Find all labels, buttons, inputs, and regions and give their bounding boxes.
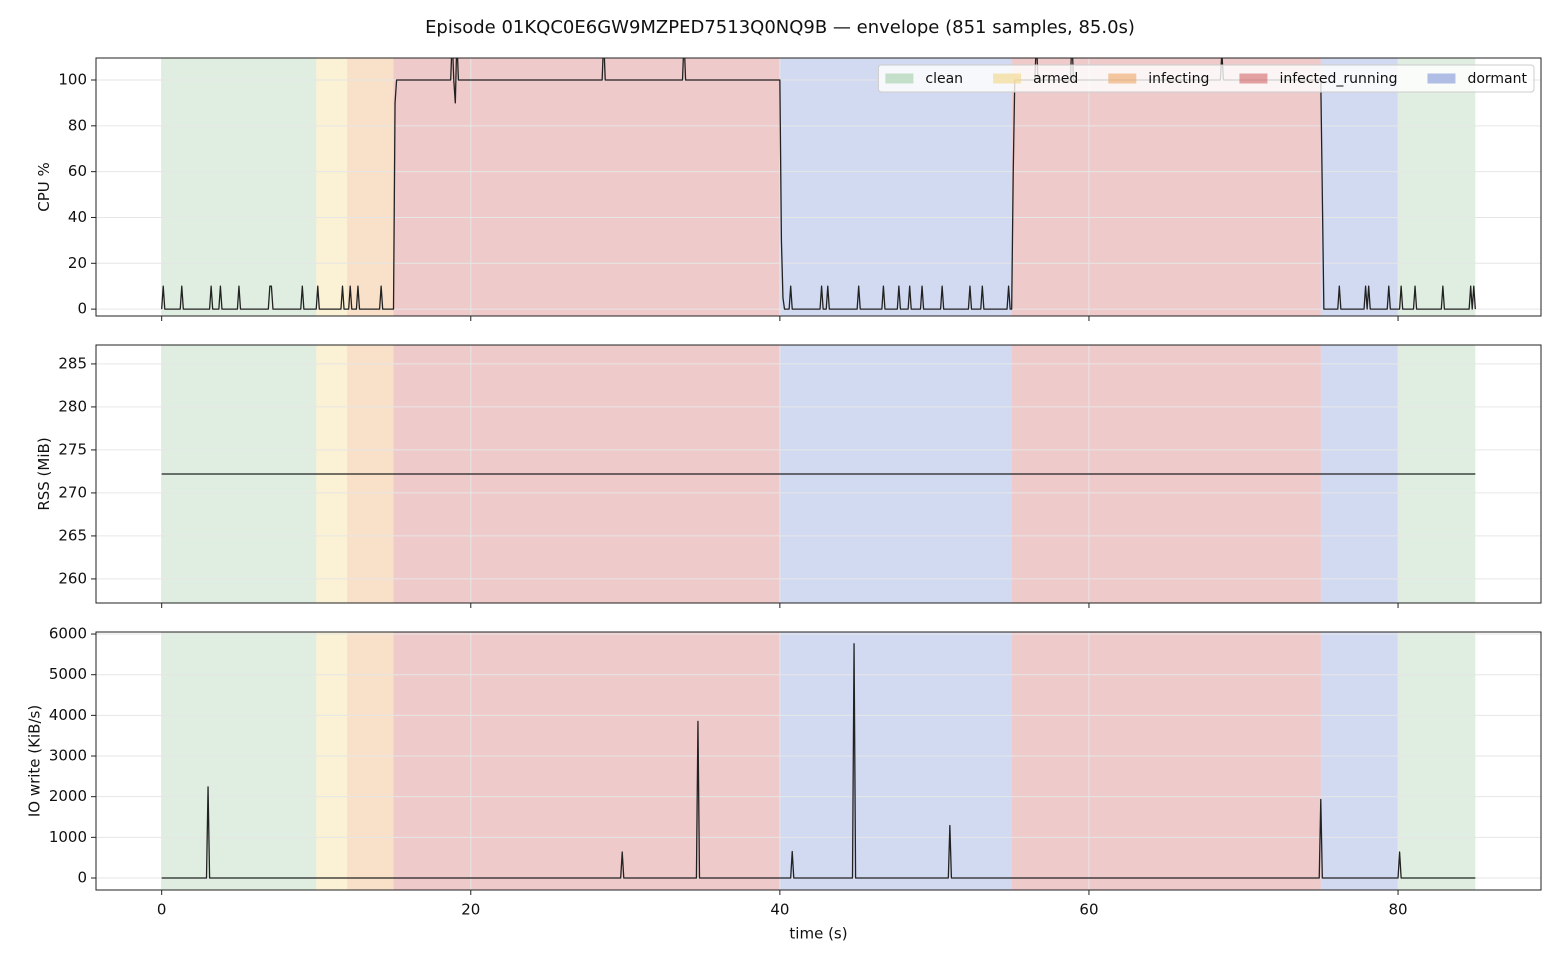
chart-title: Episode 01KQC0E6GW9MZPED7513Q0NQ9B — env…: [425, 17, 1135, 38]
phase-band: [1320, 632, 1399, 890]
phase-band: [779, 632, 1012, 890]
legend-label: infected_running: [1279, 71, 1397, 87]
x-tick-label: 60: [1079, 901, 1098, 919]
y-tick-label: 285: [58, 354, 87, 372]
legend-swatch: [1427, 73, 1456, 84]
y-tick-label: 20: [68, 254, 87, 272]
y-tick-label: 40: [68, 208, 87, 226]
phase-band: [1011, 632, 1321, 890]
data-line: [161, 58, 1476, 310]
x-tick-label: 20: [461, 901, 480, 919]
legend: clean armed infecting infected_running dorma…: [877, 64, 1535, 93]
y-tick-label: 1000: [49, 828, 87, 846]
x-tick-label: 80: [1388, 901, 1407, 919]
plot-area: [96, 345, 1541, 603]
y-tick-label: 3000: [49, 747, 87, 765]
legend-swatch: [1239, 73, 1268, 84]
phase-band: [1398, 58, 1476, 316]
y-tick-label: 265: [58, 526, 87, 544]
y-axis-label: CPU %: [35, 162, 53, 212]
plot-area: [96, 58, 1541, 316]
phase-band: [161, 58, 317, 316]
x-axis-label: time (s): [789, 925, 847, 943]
phase-band: [316, 632, 348, 890]
axes-frame: [95, 344, 1542, 604]
phase-band: [347, 632, 394, 890]
y-tick-label: 6000: [49, 625, 87, 643]
y-tick-label: 80: [68, 116, 87, 134]
phase-band: [1011, 58, 1321, 316]
phase-band: [347, 58, 394, 316]
phase-band: [393, 632, 780, 890]
phase-band: [1398, 632, 1476, 890]
data-line: [161, 643, 1476, 879]
y-axis-label: RSS (MiB): [35, 437, 53, 510]
y-axis-label: IO write (KiB/s): [25, 705, 43, 817]
y-tick-label: 280: [58, 397, 87, 415]
axes-frame: [95, 631, 1542, 891]
y-tick-label: 275: [58, 440, 87, 458]
plot-area: [96, 632, 1541, 890]
y-tick-label: 0: [77, 300, 87, 318]
legend-swatch: [1108, 73, 1137, 84]
legend-swatch: [993, 73, 1022, 84]
phase-band: [393, 58, 780, 316]
legend-label: armed: [1033, 71, 1078, 87]
phase-band: [316, 58, 348, 316]
legend-box: [877, 64, 1535, 93]
y-tick-label: 2000: [49, 787, 87, 805]
x-tick-label: 0: [157, 901, 167, 919]
y-tick-label: 60: [68, 162, 87, 180]
phase-band: [1320, 58, 1399, 316]
legend-label: infecting: [1148, 71, 1209, 87]
y-tick-label: 270: [58, 483, 87, 501]
legend-label: dormant: [1467, 71, 1527, 87]
y-tick-label: 5000: [49, 665, 87, 683]
phase-band: [779, 58, 1012, 316]
legend-swatch: [885, 73, 914, 84]
phase-band: [161, 632, 317, 890]
y-tick-label: 0: [77, 869, 87, 887]
x-tick-label: 40: [770, 901, 789, 919]
legend-label: clean: [925, 71, 963, 87]
y-tick-label: 260: [58, 569, 87, 587]
y-tick-label: 4000: [49, 706, 87, 724]
y-tick-label: 100: [58, 70, 87, 88]
axes-frame: [95, 57, 1542, 317]
